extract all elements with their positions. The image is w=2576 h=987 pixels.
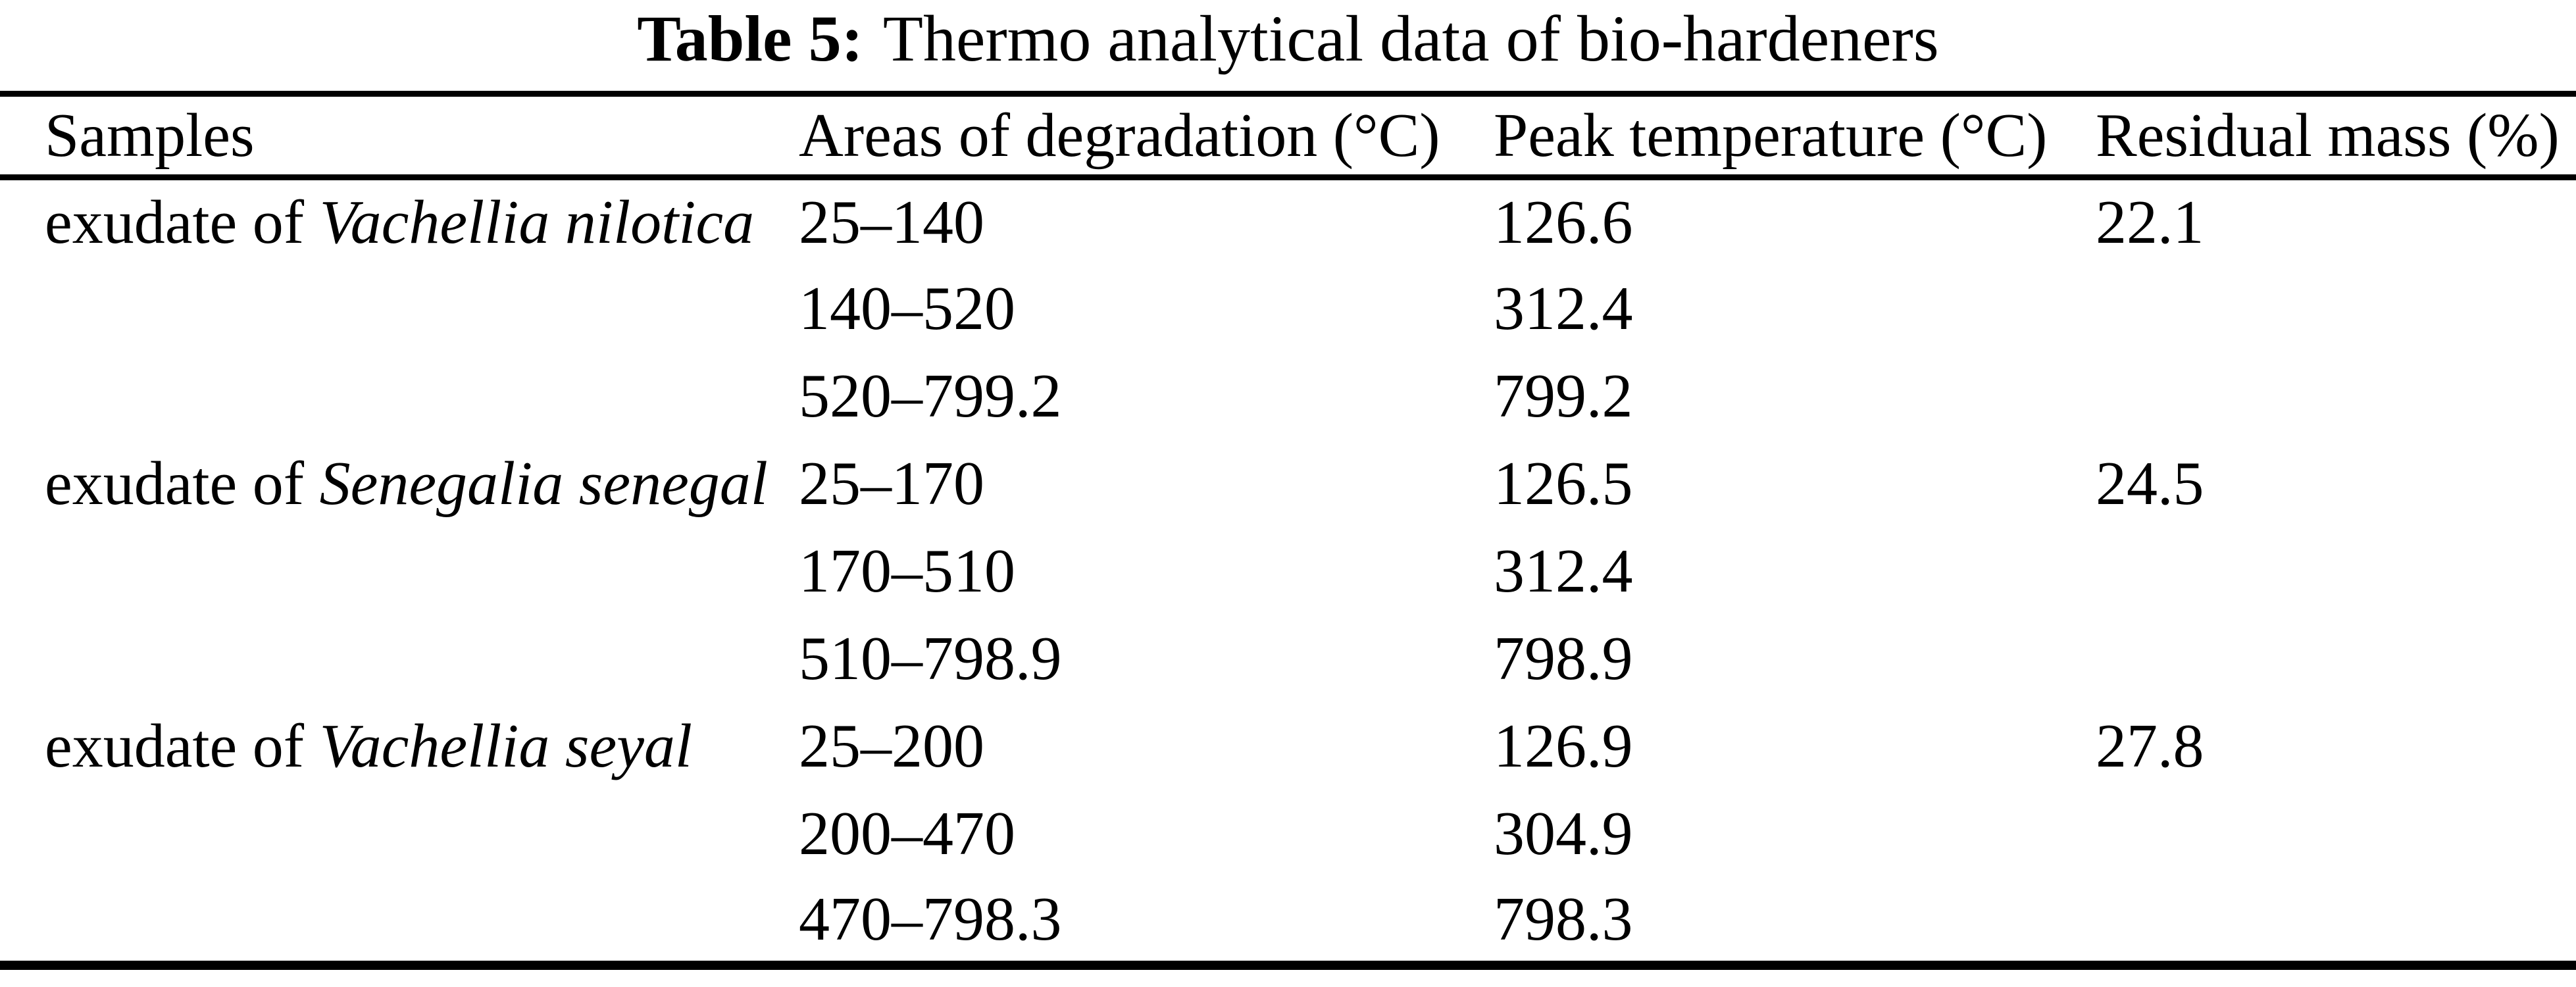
cell-sample: exudate of Senegalia senegal <box>0 440 799 528</box>
sample-species: Vachellia nilotica <box>319 188 755 257</box>
table-row: exudate of Vachellia nilotica 25–140 126… <box>0 178 2576 265</box>
cell-sample <box>0 790 799 878</box>
thermo-data-table: Samples Areas of degradation (°C) Peak t… <box>0 91 2576 970</box>
col-header-samples: Samples <box>45 101 255 170</box>
cell-residual: 22.1 <box>2096 188 2204 257</box>
table-row: exudate of Senegalia senegal 25–170 126.… <box>0 440 2576 528</box>
cell-sample <box>0 615 799 703</box>
cell-sample <box>0 265 799 353</box>
table-row: 200–470 304.9 <box>0 790 2576 878</box>
cell-area: 25–170 <box>799 449 984 518</box>
cell-sample: exudate of Vachellia seyal <box>0 703 799 790</box>
cell-area: 140–520 <box>799 274 1015 343</box>
cell-residual: 27.8 <box>2096 712 2204 780</box>
col-header-residual: Residual mass (%) <box>2096 101 2560 170</box>
cell-residual <box>2096 528 2576 615</box>
cell-peak: 126.5 <box>1494 449 1633 518</box>
table-row: 170–510 312.4 <box>0 528 2576 615</box>
cell-residual <box>2096 353 2576 440</box>
cell-sample: exudate of Vachellia nilotica <box>0 178 799 265</box>
sample-prefix: exudate of <box>45 449 320 518</box>
cell-area: 25–140 <box>799 188 984 257</box>
cell-peak: 126.9 <box>1494 712 1633 780</box>
cell-peak: 304.9 <box>1494 799 1633 868</box>
sample-prefix: exudate of <box>45 712 320 780</box>
cell-peak: 798.9 <box>1494 624 1633 693</box>
cell-area: 200–470 <box>799 799 1015 868</box>
cell-sample <box>0 528 799 615</box>
table-caption: Table 5: Thermo analytical data of bio-ha… <box>0 0 2576 91</box>
col-header-peak: Peak temperature (°C) <box>1494 101 2048 170</box>
cell-residual: 24.5 <box>2096 449 2204 518</box>
header-row: Samples Areas of degradation (°C) Peak t… <box>0 93 2576 178</box>
cell-area: 520–799.2 <box>799 362 1062 430</box>
cell-peak: 126.6 <box>1494 188 1633 257</box>
sample-prefix: exudate of <box>45 188 320 257</box>
cell-area: 170–510 <box>799 537 1015 605</box>
cell-area: 470–798.3 <box>799 884 1062 953</box>
cell-residual <box>2096 790 2576 878</box>
cell-peak: 312.4 <box>1494 537 1633 605</box>
cell-area: 510–798.9 <box>799 624 1062 693</box>
table-caption-label: Table 5: <box>637 2 863 75</box>
table-row: 140–520 312.4 <box>0 265 2576 353</box>
cell-sample <box>0 878 799 965</box>
cell-peak: 799.2 <box>1494 362 1633 430</box>
table-row: 520–799.2 799.2 <box>0 353 2576 440</box>
table-row: 510–798.9 798.9 <box>0 615 2576 703</box>
sample-species: Vachellia seyal <box>319 712 693 780</box>
col-header-areas: Areas of degradation (°C) <box>799 101 1440 170</box>
table-row: 470–798.3 798.3 <box>0 878 2576 965</box>
cell-peak: 798.3 <box>1494 884 1633 953</box>
cell-area: 25–200 <box>799 712 984 780</box>
table-caption-text: Thermo analytical data of bio-hardeners <box>882 2 1939 75</box>
cell-residual <box>2096 615 2576 703</box>
table-row: exudate of Vachellia seyal 25–200 126.9 … <box>0 703 2576 790</box>
sample-species: Senegalia senegal <box>319 449 768 518</box>
cell-peak: 312.4 <box>1494 274 1633 343</box>
cell-residual <box>2096 265 2576 353</box>
cell-residual <box>2096 878 2576 965</box>
cell-sample <box>0 353 799 440</box>
